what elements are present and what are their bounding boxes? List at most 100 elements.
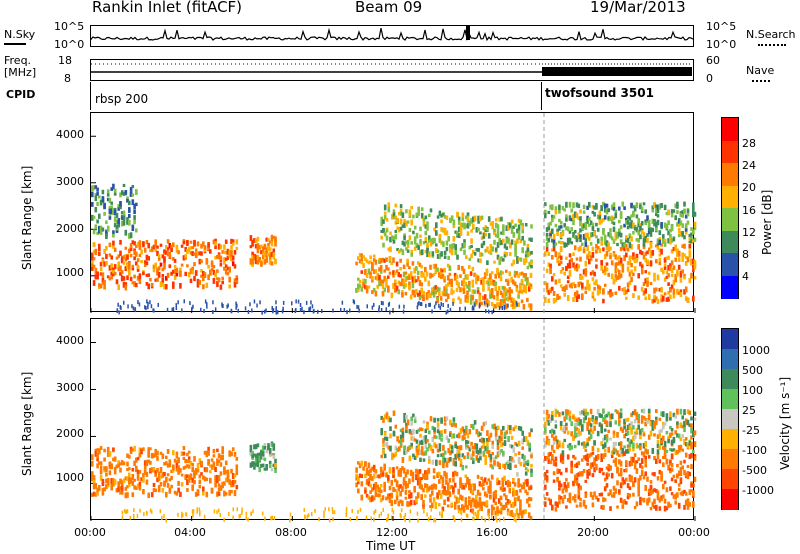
- scatter-band: [91, 445, 239, 499]
- scatter-band: [91, 183, 138, 240]
- freq-tick-low: 8: [64, 72, 71, 85]
- colorbar-segment: [722, 469, 738, 490]
- nsky-right-tick-low: 10^0: [706, 38, 737, 51]
- freq-unit-label: [MHz]: [4, 66, 37, 79]
- power-colorbar: [721, 117, 739, 299]
- freq-label: Freq.: [4, 54, 32, 67]
- vel-cb-tick-neg1000: -1000: [742, 484, 774, 497]
- power-cb-tick-28: 28: [742, 137, 756, 150]
- power-heatmap: [90, 113, 697, 315]
- colorbar-segment: [722, 208, 738, 231]
- power-ytick-2000: 2000: [56, 222, 84, 235]
- colorbar-segment: [722, 275, 738, 299]
- power-cb-tick-24: 24: [742, 159, 756, 172]
- nsky-line: [90, 27, 694, 42]
- power-ylabel: Slant Range [km]: [20, 165, 34, 270]
- vel-ytick-4000: 4000: [56, 334, 84, 347]
- scatter-band: [91, 238, 239, 291]
- freq-band-late: [542, 67, 692, 76]
- cpid-label: CPID: [6, 88, 36, 101]
- cpid-switch-marker: [541, 82, 542, 110]
- vel-ytick-3000: 3000: [56, 381, 84, 394]
- vel-cb-tick-1000: 1000: [742, 344, 770, 357]
- nsky-tick-high: 10^5: [54, 20, 85, 33]
- nsky-legend-line: [4, 43, 26, 45]
- velocity-colorbar-label: Velocity [m s⁻¹]: [778, 376, 792, 470]
- scatter-band: [249, 234, 277, 267]
- colorbar-segment: [722, 449, 738, 470]
- date-title: 19/Mar/2013: [590, 0, 686, 16]
- bottom-scatter: [116, 299, 518, 315]
- scatter-band: [544, 201, 697, 249]
- velocity-heatmap: [90, 319, 697, 523]
- xtick-1600: 16:00: [476, 526, 508, 539]
- nave-tick-high: 60: [706, 54, 720, 67]
- nsky-tick-low: 10^0: [54, 38, 85, 51]
- scatter-band: [355, 253, 533, 312]
- nsearch-label: N.Search: [746, 28, 796, 41]
- colorbar-segment: [722, 409, 738, 430]
- cpid-segment-2: twofsound 3501: [545, 86, 654, 100]
- scatter-band: [249, 441, 277, 473]
- xtick-0400: 04:00: [174, 526, 206, 539]
- colorbar-segment: [722, 230, 738, 254]
- colorbar-segment: [722, 185, 738, 209]
- colorbar-segment: [722, 118, 738, 141]
- scatter-band: [544, 451, 697, 512]
- scatter-band: [380, 202, 533, 270]
- xtick-2000: 20:00: [577, 526, 609, 539]
- colorbar-segment: [722, 349, 738, 370]
- nsky-label: N.Sky: [4, 28, 36, 41]
- power-panel: [90, 112, 697, 315]
- colorbar-segment: [722, 163, 738, 186]
- freq-panel: [90, 59, 694, 81]
- station-title: Rankin Inlet (fitACF): [92, 0, 243, 16]
- xtick-0000: 00:00: [74, 526, 106, 539]
- nave-tick-low: 0: [706, 72, 713, 85]
- velocity-ylabel: Slant Range [km]: [20, 371, 34, 476]
- nsky-panel: [90, 25, 694, 47]
- vel-cb-tick-25: 25: [742, 404, 756, 417]
- nave-legend-line: [752, 80, 770, 82]
- power-ytick-3000: 3000: [56, 175, 84, 188]
- vel-cb-tick-neg100: -100: [742, 444, 767, 457]
- cpid-start-marker: [90, 82, 91, 110]
- colorbar-segment: [722, 429, 738, 450]
- scatter-band: [544, 243, 697, 305]
- scatter-band: [380, 410, 533, 477]
- bottom-scatter: [121, 506, 520, 523]
- velocity-colorbar: [721, 328, 739, 510]
- power-cb-tick-20: 20: [742, 181, 756, 194]
- xtick-1200: 12:00: [376, 526, 408, 539]
- scatter-band: [544, 408, 697, 456]
- colorbar-segment: [722, 369, 738, 390]
- power-ytick-1000: 1000: [56, 266, 84, 279]
- vel-ytick-1000: 1000: [56, 471, 84, 484]
- x-axis-label: Time UT: [366, 539, 416, 553]
- nsky-trace: [90, 26, 694, 42]
- vel-cb-tick-neg500: -500: [742, 464, 767, 477]
- nsearch-legend-line: [758, 44, 786, 46]
- power-colorbar-label: Power [dB]: [760, 189, 774, 255]
- nsky-spike: [466, 26, 470, 40]
- power-cb-tick-12: 12: [742, 226, 756, 239]
- colorbar-segment: [722, 489, 738, 510]
- power-cb-tick-8: 8: [742, 248, 749, 261]
- vel-cb-tick-neg25: -25: [742, 424, 760, 437]
- beam-title: Beam 09: [355, 0, 423, 16]
- vel-cb-tick-500: 500: [742, 364, 763, 377]
- vel-ytick-2000: 2000: [56, 427, 84, 440]
- xtick-2400: 00:00: [678, 526, 710, 539]
- colorbar-segment: [722, 329, 738, 350]
- colorbar-segment: [722, 389, 738, 410]
- power-cb-tick-16: 16: [742, 204, 756, 217]
- freq-tick-high: 18: [58, 54, 72, 67]
- power-ytick-4000: 4000: [56, 128, 84, 141]
- scatter-band: [355, 460, 533, 520]
- nave-label: Nave: [746, 64, 775, 77]
- vel-cb-tick-100: 100: [742, 384, 763, 397]
- cpid-segment-1: rbsp 200: [95, 92, 149, 106]
- nsky-right-tick-high: 10^5: [706, 20, 737, 33]
- velocity-panel: [90, 318, 697, 523]
- power-cb-tick-4: 4: [742, 270, 749, 283]
